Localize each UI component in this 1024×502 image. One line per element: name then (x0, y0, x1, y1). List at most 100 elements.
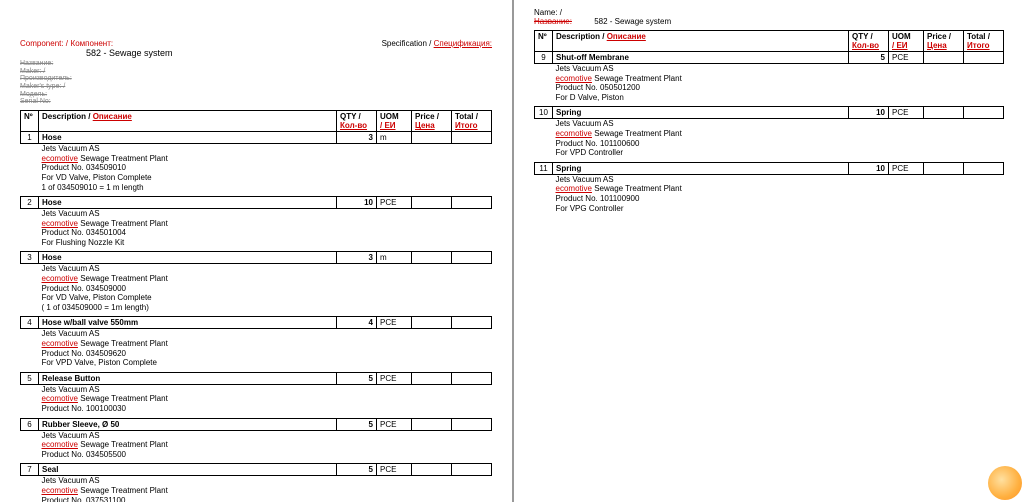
table-header-row: Nº Description / Описание QTY /Кол-во UO… (21, 111, 492, 132)
cell-total (452, 418, 492, 430)
cell-no: 11 (535, 162, 553, 174)
cell-detail: Jets Vacuum ASecomotive Sewage Treatment… (39, 209, 492, 252)
mascot-icon (988, 466, 1022, 500)
page-2: Name: / Название: 582 - Sewage system Nº… (512, 0, 1024, 502)
cell-price (412, 252, 452, 264)
cell-price (412, 464, 452, 476)
cell-uom: PCE (889, 162, 924, 174)
cell-uom: PCE (377, 372, 412, 384)
col-price: Price /Цена (412, 111, 452, 132)
cell-qty: 3 (337, 132, 377, 144)
cell-no: 9 (535, 52, 553, 64)
table-row: 10Spring10PCE (535, 107, 1004, 119)
cell-desc: Rubber Sleeve, Ø 50 (39, 418, 337, 430)
cell-desc: Seal (39, 464, 337, 476)
cell-price (924, 162, 964, 174)
table-row: 1Hose3m (21, 132, 492, 144)
col-qty: QTY /Кол-во (337, 111, 377, 132)
col-no: Nº (21, 111, 39, 132)
col-total: Total /Итого (452, 111, 492, 132)
col-desc: Description / Описание (39, 111, 337, 132)
table-row: 11Spring10PCE (535, 162, 1004, 174)
cell-no: 1 (21, 132, 39, 144)
cell-desc: Hose w/ball valve 550mm (39, 317, 337, 329)
name-block: Name: / Название: 582 - Sewage system (534, 8, 1004, 26)
cell-uom: m (377, 252, 412, 264)
cell-price (412, 372, 452, 384)
cell-no: 10 (535, 107, 553, 119)
table-row: 2Hose10PCE (21, 197, 492, 209)
cell-price (412, 317, 452, 329)
cell-no: 4 (21, 317, 39, 329)
label-component-red: Компонент: (71, 39, 114, 48)
table-row-detail: Jets Vacuum ASecomotive Sewage Treatment… (535, 174, 1004, 217)
cell-total (452, 317, 492, 329)
cell-detail: Jets Vacuum ASecomotive Sewage Treatment… (553, 64, 1004, 107)
cell-uom: PCE (377, 464, 412, 476)
cell-desc: Hose (39, 197, 337, 209)
cell-total (964, 52, 1004, 64)
cell-qty: 10 (337, 197, 377, 209)
cell-detail: Jets Vacuum ASecomotive Sewage Treatment… (39, 384, 492, 418)
table-row-detail: Jets Vacuum ASecomotive Sewage Treatment… (21, 329, 492, 372)
parts-table: Nº Description / Описание QTY /Кол-во UO… (20, 110, 492, 502)
cell-qty: 4 (337, 317, 377, 329)
cell-price (924, 107, 964, 119)
label-spec-red: Спецификация: (434, 39, 492, 48)
table-row: 6Rubber Sleeve, Ø 505PCE (21, 418, 492, 430)
cell-detail: Jets Vacuum ASecomotive Sewage Treatment… (39, 329, 492, 372)
table-row-detail: Jets Vacuum ASecomotive Sewage Treatment… (21, 384, 492, 418)
cell-total (452, 252, 492, 264)
cell-price (412, 197, 452, 209)
cell-qty: 3 (337, 252, 377, 264)
cell-price (412, 418, 452, 430)
table-row-detail: Jets Vacuum ASecomotive Sewage Treatment… (21, 209, 492, 252)
cell-no: 3 (21, 252, 39, 264)
cell-total (964, 107, 1004, 119)
table-row-detail: Jets Vacuum ASecomotive Sewage Treatment… (21, 430, 492, 464)
label-component: Component: / (20, 39, 68, 48)
cell-price (924, 52, 964, 64)
cell-total (452, 464, 492, 476)
cell-uom: m (377, 132, 412, 144)
table-header-row: Nº Description / Описание QTY /Кол-во UO… (535, 31, 1004, 52)
cell-total (452, 132, 492, 144)
table-row-detail: Jets Vacuum ASecomotive Sewage Treatment… (21, 144, 492, 197)
table-row-detail: Jets Vacuum ASecomotive Sewage Treatment… (535, 64, 1004, 107)
cell-total (452, 197, 492, 209)
label-spec: Specification / (382, 39, 432, 48)
cell-price (412, 132, 452, 144)
cell-uom: PCE (377, 197, 412, 209)
cell-uom: PCE (377, 418, 412, 430)
table-row: 7Seal5PCE (21, 464, 492, 476)
table-row-detail: Jets Vacuum ASecomotive Sewage Treatment… (535, 119, 1004, 162)
cell-uom: PCE (889, 52, 924, 64)
report-header: Component: / Компонент: Specification / … (20, 38, 492, 106)
cell-qty: 5 (337, 418, 377, 430)
cell-no: 2 (21, 197, 39, 209)
cell-no: 5 (21, 372, 39, 384)
cell-desc: Spring (553, 107, 849, 119)
cell-total (964, 162, 1004, 174)
cell-qty: 10 (849, 107, 889, 119)
cell-desc: Hose (39, 132, 337, 144)
parts-table-2: Nº Description / Описание QTY /Кол-во UO… (534, 30, 1004, 217)
cell-qty: 5 (849, 52, 889, 64)
cell-total (452, 372, 492, 384)
table-row: 9Shut-off Membrane5PCE (535, 52, 1004, 64)
cell-no: 6 (21, 418, 39, 430)
cell-detail: Jets Vacuum ASecomotive Sewage Treatment… (39, 430, 492, 464)
cell-desc: Release Button (39, 372, 337, 384)
table-row: 4Hose w/ball valve 550mm4PCE (21, 317, 492, 329)
cell-no: 7 (21, 464, 39, 476)
cell-desc: Spring (553, 162, 849, 174)
col-uom: UOM/ ЕИ (377, 111, 412, 132)
table-row: 3Hose3m (21, 252, 492, 264)
table-row-detail: Jets Vacuum ASecomotive Sewage Treatment… (21, 264, 492, 317)
cell-detail: Jets Vacuum ASecomotive Sewage Treatment… (39, 476, 492, 502)
table-row-detail: Jets Vacuum ASecomotive Sewage Treatment… (21, 476, 492, 502)
cell-qty: 10 (849, 162, 889, 174)
page-1: Component: / Компонент: Specification / … (0, 0, 512, 502)
cell-uom: PCE (889, 107, 924, 119)
cell-qty: 5 (337, 372, 377, 384)
